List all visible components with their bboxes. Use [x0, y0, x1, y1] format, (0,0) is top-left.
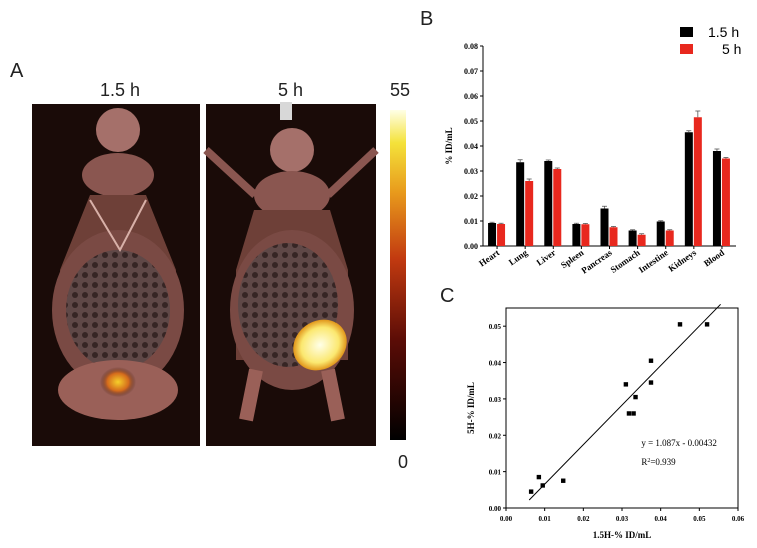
bar-1-5h: [516, 162, 525, 246]
bar-1-5h: [712, 151, 721, 246]
scatter-point: [623, 382, 629, 387]
colorbar: [390, 110, 406, 440]
r-squared-annotation: R2=0.939: [641, 457, 676, 467]
scatter-point: [528, 489, 534, 494]
x-tick-label: 0.01: [539, 515, 552, 523]
bar-1-5h: [656, 221, 665, 246]
bar-5h: [721, 158, 730, 246]
panel-a-letter: A: [10, 60, 24, 82]
panel-b-letter: B: [420, 8, 434, 30]
scatter-point: [677, 322, 683, 327]
bar-5h: [553, 169, 562, 246]
legend-label-5h: 5 h: [722, 41, 741, 57]
bar-5h: [497, 224, 506, 246]
y-axis-label: % ID/mL: [444, 127, 454, 164]
y-axis-label: 5H-% ID/mL: [466, 382, 476, 434]
scatter-point: [561, 478, 566, 483]
scatter-point: [648, 380, 654, 385]
y-tick-label: 0.03: [464, 167, 478, 176]
scatter-chart: 0.00 0.01 0.02 0.03 0.04 0.05 0.06 0.00 0.01 0.02…: [466, 303, 745, 540]
y-tick-label: 0.02: [464, 192, 478, 201]
x-tick-label: Pancreas: [579, 247, 614, 275]
colorbar-min-label: 0: [398, 452, 409, 472]
x-tick-label: Intestine: [637, 247, 670, 274]
panel-c-letter: C: [440, 285, 455, 307]
y-tick-label: 0.05: [489, 323, 502, 331]
scatter-point: [704, 322, 710, 327]
x-tick-label: Heart: [477, 247, 501, 268]
fit-equation: y = 1.087x - 0.00432: [641, 438, 717, 448]
y-tick-label: 0.05: [464, 117, 478, 126]
x-tick-label: 0.02: [577, 515, 590, 523]
colorbar-max-label: 55: [390, 80, 411, 100]
x-tick-label: Liver: [534, 247, 557, 267]
y-tick-label: 0.07: [464, 67, 478, 76]
fit-line: [528, 303, 721, 501]
bar-5h: [581, 224, 590, 246]
x-tick-label: 0.04: [655, 515, 668, 523]
x-tick-label: Lung: [507, 247, 530, 267]
scatter-point: [648, 358, 654, 363]
scatter-point: [631, 411, 636, 416]
y-tick-label: 0.01: [489, 469, 502, 477]
legend-label-1-5h: 1.5 h: [708, 24, 739, 40]
x-axis-label: 1.5H-% ID/mL: [593, 530, 652, 540]
scatter-point: [540, 483, 545, 488]
y-tick-label: 0.02: [489, 432, 502, 440]
image-label-5h: 5 h: [278, 80, 304, 100]
x-tick-label: Kidneys: [666, 247, 698, 274]
y-tick-label: 0.03: [489, 396, 502, 404]
bar-chart: 0.00 0.01 0.02 0.03 0.04 0.05 0.06 0.07 0.08 % ID…: [444, 24, 741, 276]
scatter-point: [633, 394, 638, 400]
y-tick-label: 0.00: [464, 242, 478, 251]
x-tick-label: Stomach: [609, 247, 642, 274]
x-tick-label: 0.00: [500, 515, 513, 523]
pet-image-5h: [203, 102, 379, 446]
legend-swatch-1-5h: [680, 27, 693, 37]
pet-image-1-5h: [32, 104, 200, 446]
bar-5h: [609, 227, 618, 246]
bar-1-5h: [684, 132, 693, 246]
y-tick-label: 0.06: [464, 92, 478, 101]
y-tick-label: 0.00: [489, 505, 502, 513]
x-tick-label: 0.05: [693, 515, 706, 523]
y-tick-label: 0.04: [464, 142, 478, 151]
y-tick-label: 0.04: [489, 360, 502, 368]
y-tick-label: 0.01: [464, 217, 478, 226]
x-tick-label: Blood: [702, 247, 726, 268]
x-tick-label: 0.03: [616, 515, 629, 523]
bar-1-5h: [600, 208, 609, 246]
bar-5h: [665, 230, 674, 246]
scatter-point: [626, 411, 632, 416]
legend-swatch-5h: [680, 44, 693, 54]
bar-1-5h: [572, 224, 581, 246]
x-tick-label: 0.06: [732, 515, 745, 523]
bar-5h: [637, 234, 646, 246]
y-tick-label: 0.08: [464, 42, 478, 51]
scatter-point: [536, 474, 542, 480]
bar-5h: [693, 117, 702, 246]
bar-5h: [525, 181, 534, 246]
bar-1-5h: [544, 161, 553, 246]
bar-1-5h: [488, 223, 497, 246]
image-label-1-5h: 1.5 h: [100, 80, 141, 100]
pet-ct-images: [32, 102, 406, 446]
bar-1-5h: [628, 230, 637, 246]
